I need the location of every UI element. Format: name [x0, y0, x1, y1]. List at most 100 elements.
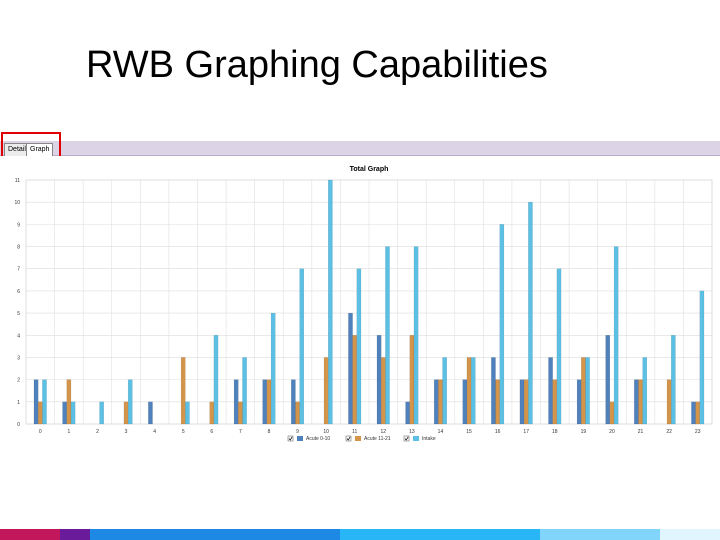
bar-acute-11-21: [66, 379, 72, 425]
bar-acute-11-21: [438, 379, 443, 425]
x-tick-label: 11: [352, 429, 357, 435]
bar-intake: [613, 246, 619, 425]
check-icon: [404, 436, 409, 441]
x-tick-label: 14: [438, 429, 444, 435]
bar-intake: [385, 246, 390, 425]
bar-acute-0-10: [376, 335, 382, 425]
x-tick-label: 17: [523, 429, 529, 435]
bar-acute-0-10: [291, 379, 296, 425]
x-tick-label: 10: [323, 429, 329, 435]
bar-intake: [213, 335, 219, 425]
bar-acute-11-21: [552, 379, 558, 425]
bar-acute-11-21: [495, 379, 500, 425]
bar-acute-0-10: [148, 401, 153, 425]
bar-acute-0-10: [462, 379, 468, 425]
bar-intake: [499, 224, 505, 425]
legend-swatch: [355, 436, 361, 441]
bar-intake: [356, 268, 362, 425]
bar-intake: [442, 357, 447, 425]
x-tick-label: 1: [67, 429, 70, 435]
bar-acute-11-21: [609, 401, 615, 425]
x-tick-label: 8: [268, 429, 271, 435]
x-tick-label: 7: [239, 429, 242, 435]
x-tick-label: 16: [495, 429, 501, 435]
check-icon: [346, 436, 351, 441]
bar-acute-11-21: [409, 335, 415, 425]
y-tick-label: 7: [17, 267, 20, 273]
bar-acute-11-21: [695, 401, 701, 425]
slide-title: RWB Graphing Capabilities: [86, 44, 548, 86]
bar-intake: [270, 312, 276, 425]
bar-acute-11-21: [352, 335, 358, 425]
y-tick-label: 4: [17, 333, 20, 339]
check-icon: [288, 436, 293, 441]
bar-intake: [99, 401, 104, 425]
footer-segment: [90, 529, 340, 540]
bar-acute-0-10: [519, 379, 525, 425]
x-tick-label: 18: [552, 429, 558, 435]
x-tick-label: 19: [581, 429, 587, 435]
bar-intake: [413, 246, 419, 425]
chart-title: Total Graph: [350, 166, 389, 173]
legend-checkbox: [287, 435, 294, 442]
bar-acute-11-21: [295, 401, 300, 425]
legend-label: Acute 0-10: [306, 436, 330, 442]
bar-acute-11-21: [581, 357, 586, 425]
bar-acute-11-21: [380, 357, 386, 425]
footer-segment: [0, 529, 60, 540]
y-tick-label: 11: [15, 178, 20, 184]
bar-acute-0-10: [548, 357, 553, 425]
tab-graph[interactable]: Graph: [26, 143, 54, 157]
x-tick-label: 21: [638, 429, 644, 435]
legend-swatch: [413, 436, 419, 441]
x-tick-label: 5: [182, 429, 185, 435]
bar-intake: [642, 357, 648, 425]
footer-segment: [660, 529, 720, 540]
y-tick-label: 9: [17, 222, 20, 228]
y-tick-label: 2: [17, 378, 20, 384]
bar-acute-11-21: [180, 357, 186, 425]
bar-intake: [242, 357, 247, 425]
bar-acute-11-21: [323, 357, 329, 425]
bar-acute-0-10: [262, 379, 268, 425]
bar-intake: [470, 357, 476, 425]
x-tick-label: 9: [296, 429, 299, 435]
bar-intake: [528, 201, 533, 425]
bar-acute-0-10: [405, 401, 410, 425]
bar-acute-0-10: [634, 379, 639, 425]
bar-acute-0-10: [576, 379, 582, 425]
y-tick-label: 10: [14, 200, 20, 206]
x-tick-label: 12: [381, 429, 387, 435]
bar-acute-0-10: [62, 401, 67, 425]
bar-intake: [127, 379, 133, 425]
x-tick-label: 23: [695, 429, 701, 435]
x-tick-label: 13: [409, 429, 415, 435]
x-tick-label: 20: [609, 429, 615, 435]
y-tick-label: 3: [17, 355, 20, 361]
bar-intake: [671, 335, 676, 425]
bar-acute-0-10: [691, 401, 696, 425]
x-tick-label: 15: [466, 429, 472, 435]
x-tick-label: 4: [153, 429, 156, 435]
footer-segment: [340, 529, 540, 540]
footer-color-bar: [0, 529, 720, 540]
bar-acute-11-21: [523, 379, 529, 425]
y-tick-label: 8: [17, 245, 20, 251]
bar-intake: [42, 379, 47, 425]
bar-acute-11-21: [238, 401, 243, 425]
y-tick-label: 1: [17, 400, 20, 406]
x-tick-label: 3: [125, 429, 128, 435]
bar-intake: [185, 401, 190, 425]
bar-acute-11-21: [466, 357, 472, 425]
legend-label: Acute 11-21: [364, 436, 391, 442]
bar-acute-0-10: [433, 379, 439, 425]
bar-acute-0-10: [491, 357, 496, 425]
x-tick-label: 2: [96, 429, 99, 435]
bar-intake: [556, 268, 562, 425]
bar-intake: [328, 179, 333, 425]
y-tick-label: 5: [17, 311, 20, 317]
y-tick-label: 0: [17, 422, 20, 428]
bar-acute-0-10: [33, 379, 39, 425]
bar-acute-0-10: [233, 379, 239, 425]
